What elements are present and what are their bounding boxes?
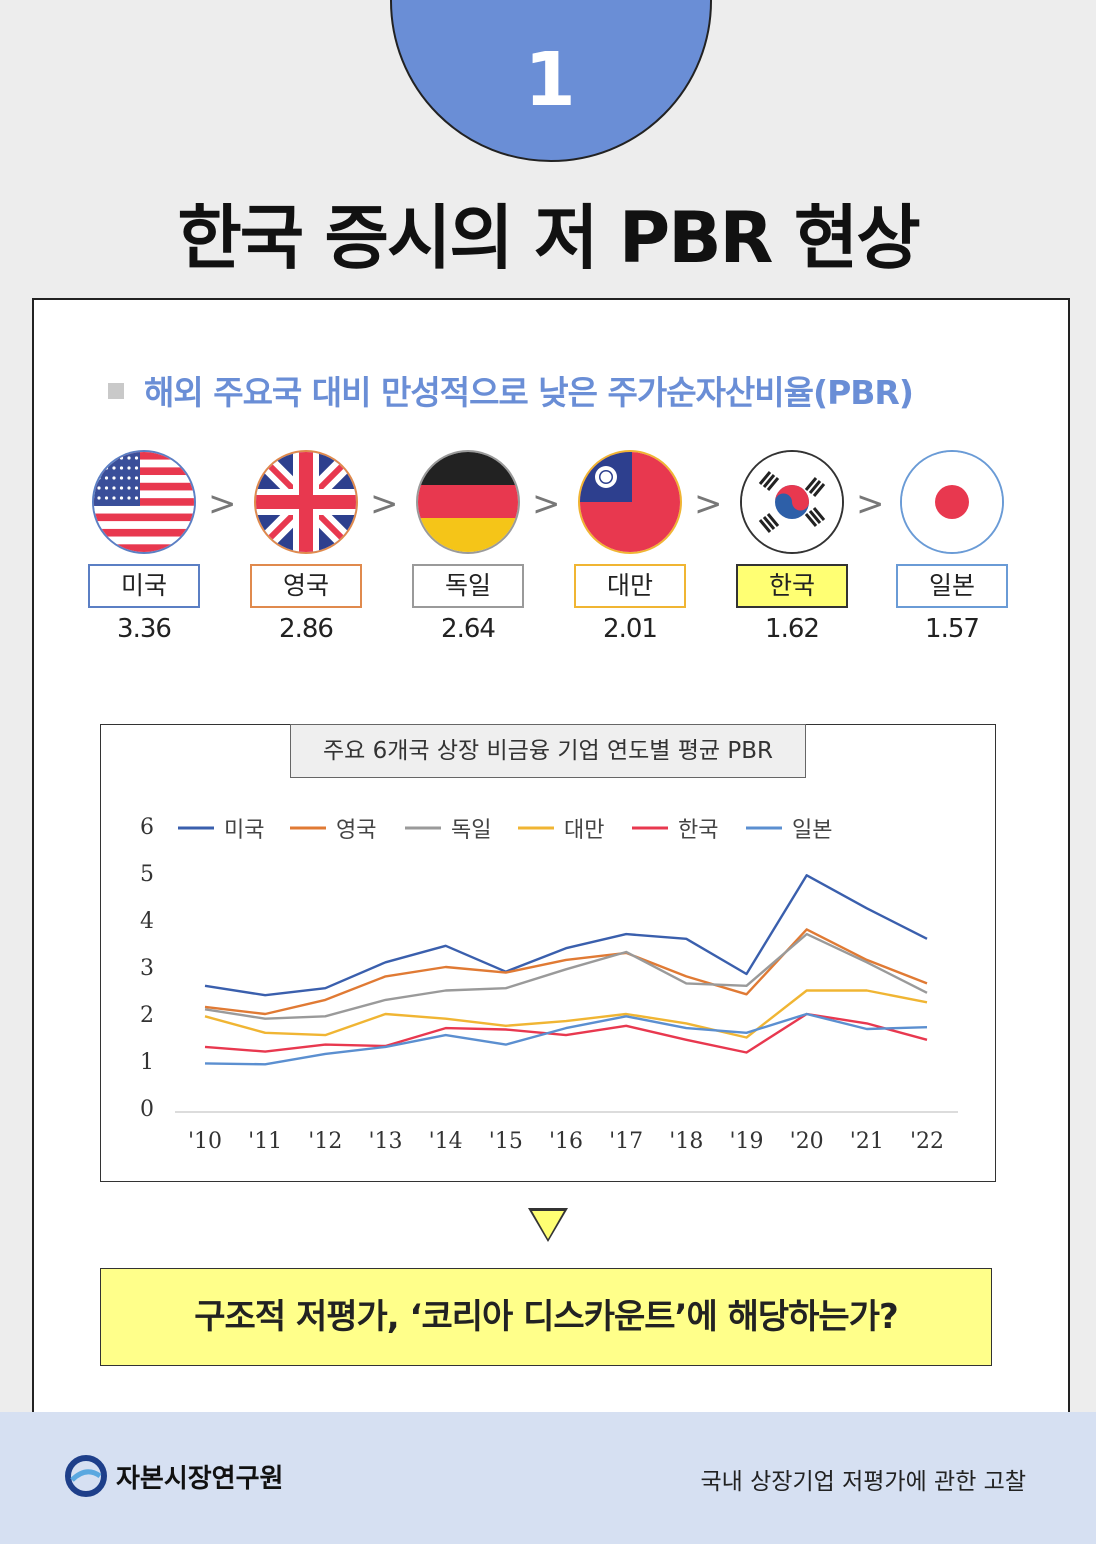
- callout-question: 구조적 저평가, ‘코리아 디스카운트’에 해당하는가?: [100, 1268, 992, 1366]
- korea-flag-icon: [742, 452, 842, 552]
- country-name: 대만: [574, 564, 686, 608]
- japan-flag-icon: [902, 452, 1002, 552]
- x-tick-label: '16: [549, 1129, 583, 1154]
- series-line-일본: [204, 1012, 928, 1066]
- country-pbr-value: 2.86: [279, 614, 334, 644]
- greater-than-separator: >: [694, 484, 723, 524]
- legend-label: 한국: [678, 818, 718, 843]
- country-card: 영국 2.86: [244, 452, 368, 644]
- country-pbr-value: 2.64: [441, 614, 496, 644]
- down-arrow-fill: [532, 1211, 564, 1239]
- x-tick-label: '18: [669, 1129, 703, 1154]
- series-line-독일: [204, 932, 928, 1020]
- chart-title: 주요 6개국 상장 비금융 기업 연도별 평균 PBR: [290, 724, 806, 778]
- greater-than-separator: >: [532, 484, 561, 524]
- country-pbr-value: 1.57: [925, 614, 980, 644]
- country-pbr-value: 2.01: [603, 614, 658, 644]
- page-title: 한국 증시의 저 PBR 현상: [177, 197, 920, 279]
- x-tick-label: '22: [910, 1129, 944, 1154]
- y-tick-label: 4: [140, 909, 154, 934]
- series-line-미국: [204, 874, 928, 997]
- x-tick-label: '17: [609, 1129, 643, 1154]
- y-tick-label: 6: [140, 815, 154, 840]
- org-name: 자본시장연구원: [116, 1464, 284, 1494]
- country-name: 일본: [896, 564, 1008, 608]
- section-number: 1: [524, 37, 576, 123]
- legend-label: 일본: [792, 818, 832, 843]
- report-title: 국내 상장기업 저평가에 관한 고찰: [700, 1469, 1026, 1495]
- x-tick-label: '13: [368, 1129, 402, 1154]
- us-flag-icon: [94, 452, 194, 552]
- series-line-대만: [204, 989, 928, 1039]
- footer-bar: [0, 1412, 1096, 1544]
- y-tick-label: 1: [140, 1050, 154, 1075]
- country-card: 한국 1.62: [730, 452, 854, 644]
- legend-label: 대만: [564, 818, 604, 843]
- x-tick-label: '21: [850, 1129, 884, 1154]
- kcmi-logo-icon: [65, 1455, 107, 1497]
- y-tick-label: 0: [140, 1097, 154, 1122]
- greater-than-separator: >: [208, 484, 237, 524]
- y-tick-label: 3: [140, 956, 154, 981]
- greater-than-separator: >: [856, 484, 885, 524]
- legend-label: 독일: [451, 818, 491, 843]
- country-pbr-value: 1.62: [765, 614, 820, 644]
- x-tick-label: '20: [790, 1129, 824, 1154]
- subheading-text: 해외 주요국 대비 만성적으로 낮은 주가순자산비율(PBR): [144, 373, 914, 412]
- taiwan-flag-icon: [580, 452, 680, 552]
- uk-flag-icon: [256, 452, 356, 552]
- country-name: 한국: [736, 564, 848, 608]
- country-card: 독일 2.64: [406, 452, 530, 644]
- x-tick-label: '12: [308, 1129, 342, 1154]
- series-line-영국: [204, 928, 928, 1016]
- pbr-line-chart: 0 1 2 3 4 5 6 '10 '11 '12 '13 '14 '15 '16 '17 '18 '19 '20…: [140, 815, 958, 1154]
- legend-label: 영국: [336, 818, 376, 843]
- x-tick-label: '14: [429, 1129, 463, 1154]
- country-name: 미국: [88, 564, 200, 608]
- y-tick-label: 5: [140, 862, 154, 887]
- country-pbr-value: 3.36: [117, 614, 172, 644]
- country-card: 미국 3.36: [82, 452, 206, 644]
- y-tick-label: 2: [140, 1003, 154, 1028]
- greater-than-separator: >: [370, 484, 399, 524]
- country-card: 일본 1.57: [890, 452, 1014, 644]
- x-tick-label: '10: [188, 1129, 222, 1154]
- country-card: 대만 2.01: [568, 452, 692, 644]
- germany-flag-icon: [418, 452, 518, 552]
- square-bullet-icon: [108, 382, 124, 399]
- country-name: 영국: [250, 564, 362, 608]
- x-tick-label: '15: [489, 1129, 523, 1154]
- country-name: 독일: [412, 564, 524, 608]
- x-tick-label: '19: [729, 1129, 763, 1154]
- x-tick-label: '11: [248, 1129, 282, 1154]
- series-line-한국: [204, 1012, 928, 1054]
- legend-label: 미국: [224, 818, 264, 843]
- subheading: 해외 주요국 대비 만성적으로 낮은 주가순자산비율(PBR): [108, 366, 914, 414]
